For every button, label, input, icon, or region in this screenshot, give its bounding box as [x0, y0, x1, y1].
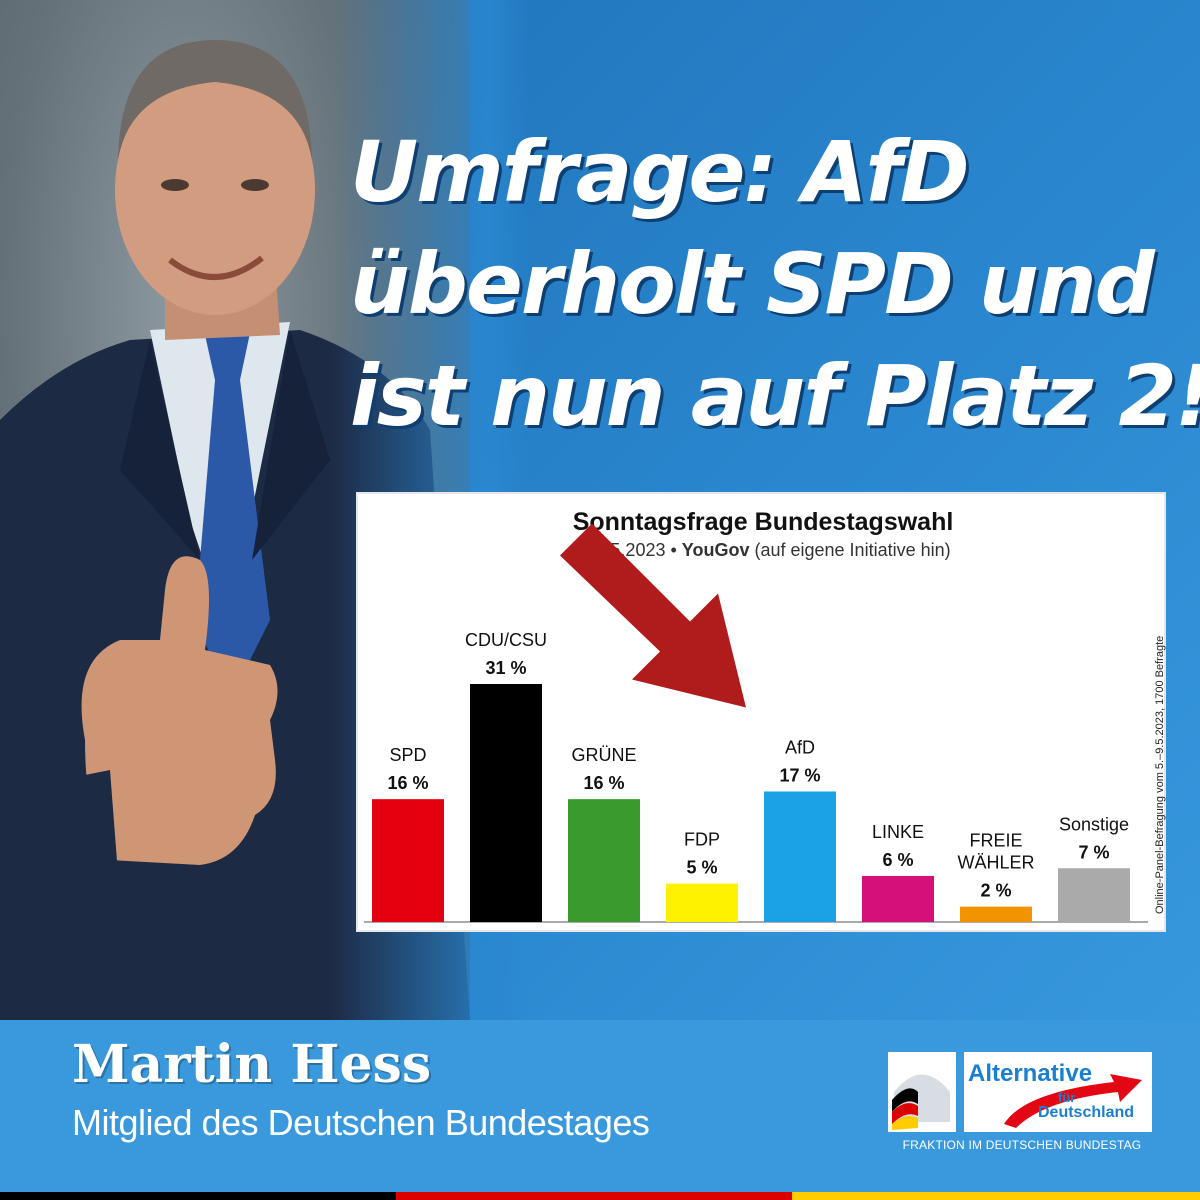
headline-line-3: ist nun auf Platz 2!: [350, 347, 1200, 445]
logo-brand: Alternative: [968, 1060, 1093, 1087]
value-label-spd: 16 %: [387, 773, 428, 793]
red-swoosh-arrow-icon: [1004, 1074, 1142, 1128]
category-label-cdu-csu: CDU/CSU: [465, 630, 547, 650]
bar-chart: 16 % SPD 31 % CDU/CSU 16 % GRÜNE 5 % FDP 17 % AfD…: [364, 523, 1148, 923]
bar-sonstige: [1058, 868, 1130, 922]
speaker-name: Martin Hess: [72, 1034, 432, 1095]
value-label-fdp: 5 %: [686, 858, 717, 878]
headline: Umfrage: AfD überholt SPD und ist nun au…: [350, 116, 1200, 452]
bar-grüne: [568, 799, 640, 922]
reichstag-emblem: [888, 1052, 956, 1132]
category-label-sonstige: Sonstige: [1059, 814, 1129, 834]
value-label-afd: 17 %: [779, 765, 820, 785]
bar-fdp: [666, 883, 738, 922]
headline-line-1: Umfrage: AfD: [350, 123, 970, 221]
logo-fuer: für: [1058, 1090, 1076, 1105]
category-label-freie-wähler-1: FREIE: [969, 831, 1022, 851]
bar-afd: [764, 791, 836, 922]
value-label-cdu-csu: 31 %: [485, 658, 526, 678]
chart-side-note: Online-Panel-Befragung vom 5.–9.5.2023, …: [1154, 635, 1166, 914]
bar-cdu-csu: [470, 684, 542, 922]
category-label-grüne: GRÜNE: [571, 745, 636, 765]
chart-subtitle-source: YouGov: [681, 540, 750, 560]
poll-chart-panel: Sonntagsfrage Bundestagswahl 12.05.2023 …: [356, 492, 1166, 932]
value-label-linke: 6 %: [882, 850, 913, 870]
afd-wordmark: [964, 1052, 1152, 1132]
value-label-sonstige: 7 %: [1078, 842, 1109, 862]
bar-linke: [862, 875, 934, 922]
category-label-spd: SPD: [389, 745, 426, 765]
reichstag-dome-icon: [892, 1074, 950, 1130]
category-label-linke: LINKE: [872, 822, 924, 842]
logo-fraktion: FRAKTION IM DEUTSCHEN BUNDESTAG: [902, 1138, 1142, 1152]
chart-subtitle-note: (auf eigene Initiative hin): [754, 540, 951, 560]
category-label-afd: AfD: [785, 737, 815, 757]
bar-spd: [372, 799, 444, 922]
party-logo: Alternative für Deutschland FRAKTION IM …: [888, 1046, 1156, 1158]
speaker-role: Mitglied des Deutschen Bundestages: [72, 1102, 650, 1143]
value-label-freie-wähler: 2 %: [980, 881, 1011, 901]
highlight-arrow-icon: [560, 523, 746, 708]
logo-deutschland: Deutschland: [1038, 1104, 1135, 1121]
chart-title: Sonntagsfrage Bundestagswahl: [572, 508, 954, 536]
bar-freie-wähler: [960, 906, 1032, 922]
category-label-freie-wähler-2: WÄHLER: [957, 853, 1034, 873]
category-label-fdp: FDP: [684, 830, 720, 850]
value-label-grüne: 16 %: [583, 773, 624, 793]
headline-line-2: überholt SPD und: [350, 235, 1155, 333]
flag-stripe: [0, 1192, 1200, 1200]
